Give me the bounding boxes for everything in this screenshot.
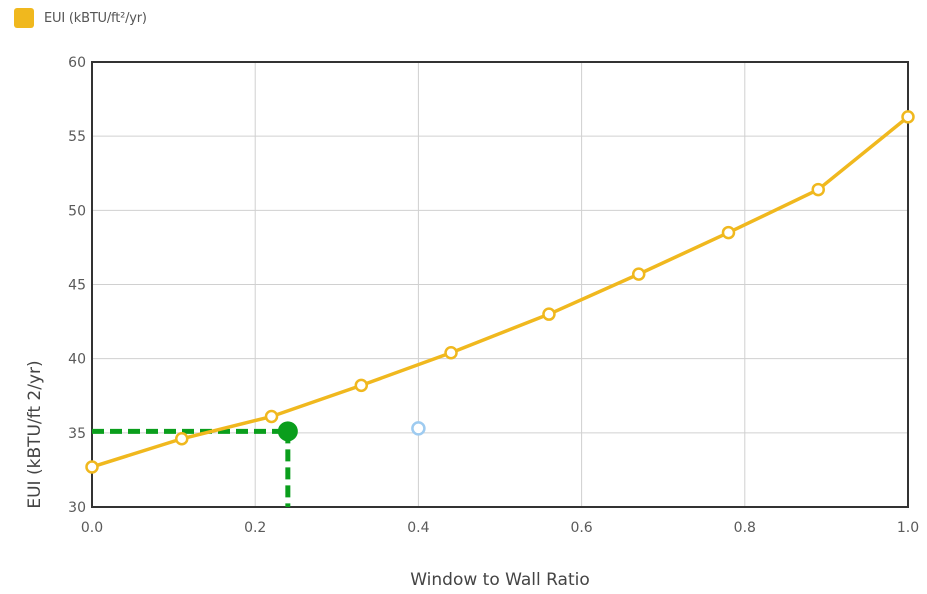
baseline-marker (411, 421, 426, 436)
chart-legend: EUI (kBTU/ft²/yr) (14, 8, 147, 28)
x-tick-label: 0.6 (570, 520, 592, 536)
y-axis-title: EUI (kBTU/ft 2/yr) (25, 360, 45, 508)
x-axis-title: Window to Wall Ratio (410, 570, 590, 590)
legend-swatch (14, 8, 34, 28)
eui-data-point (721, 225, 736, 240)
y-tick-label: 30 (68, 500, 86, 516)
x-tick-label: 0.4 (407, 520, 429, 536)
series-layer (85, 110, 915, 474)
eui-data-point (444, 345, 458, 360)
eui-data-point (264, 409, 279, 424)
plot-area-frame (91, 61, 909, 508)
eui-series-line (91, 115, 910, 469)
eui-data-point (354, 378, 369, 393)
x-tick-label: 0.8 (734, 520, 756, 536)
selection-guides (92, 428, 291, 507)
y-tick-label: 40 (68, 352, 86, 368)
x-tick-label: 1.0 (897, 520, 919, 536)
grid (91, 61, 909, 508)
y-tick-label: 50 (68, 203, 86, 219)
tick-labels: 0.0 0.2 0.4 0.6 0.8 1.0 30 35 40 45 50 55 60 (68, 55, 919, 536)
eui-data-point (85, 460, 99, 474)
eui-data-point (175, 432, 189, 446)
y-tick-label: 45 (68, 278, 86, 294)
x-tick-label: 0.2 (244, 520, 266, 536)
y-tick-label: 35 (68, 426, 86, 442)
eui-data-point (811, 182, 825, 197)
x-tick-label: 0.0 (81, 520, 103, 536)
legend-label: EUI (kBTU/ft²/yr) (44, 10, 147, 26)
selected-point-marker (277, 421, 298, 442)
eui-data-point (542, 307, 556, 321)
y-tick-label: 60 (68, 55, 86, 71)
y-tick-label: 55 (68, 129, 86, 145)
eui-data-point (901, 110, 915, 124)
eui-data-point (631, 267, 646, 281)
